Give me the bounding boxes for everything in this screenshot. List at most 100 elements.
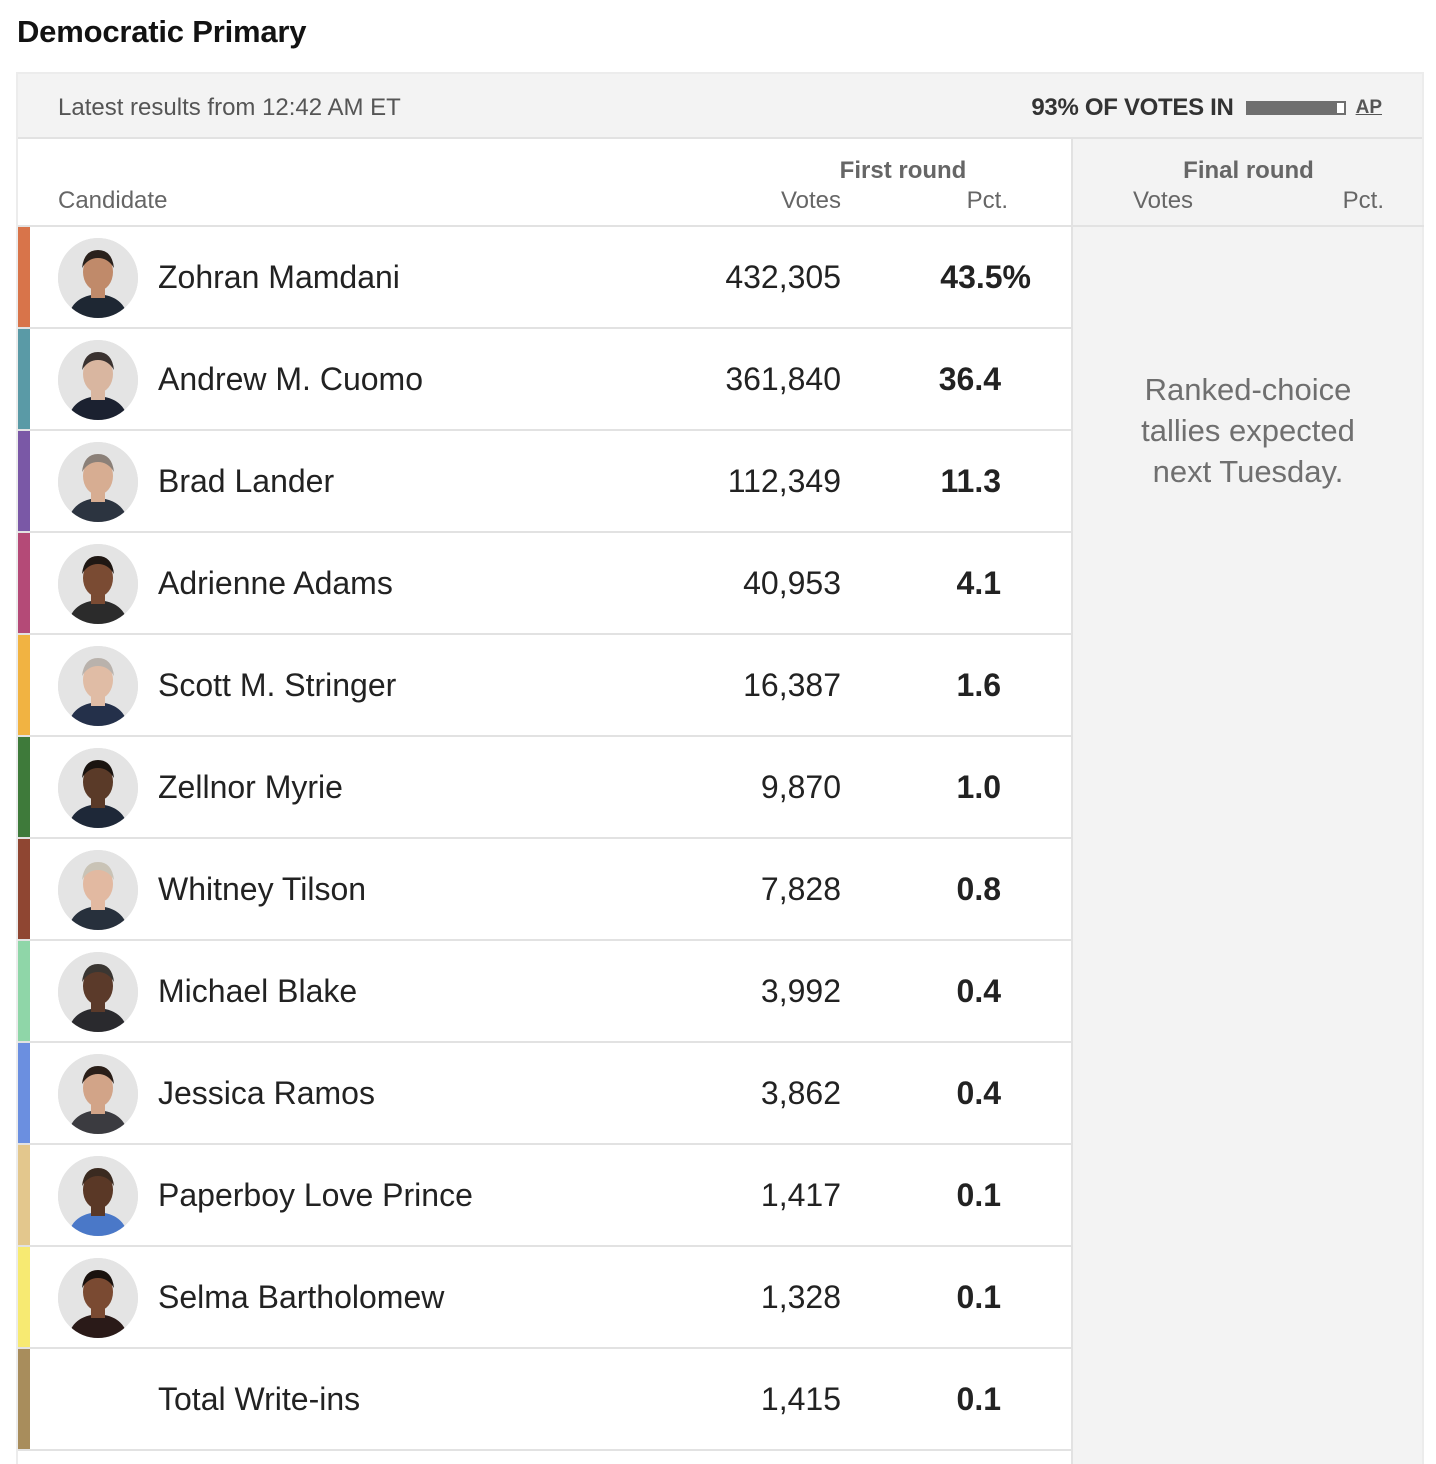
candidate-avatar [58,748,138,828]
table-header: Candidate First round Votes Pct. [18,139,1071,227]
final-round-pct-header: Pct. [1342,187,1384,214]
candidate-color-bar [18,737,30,837]
portrait-icon [58,952,138,1032]
candidate-avatar [58,1156,138,1236]
reporting-status: 93% OF VOTES IN AP [1031,94,1382,122]
results-table: Latest results from 12:42 AM ET 93% OF V… [16,72,1424,1464]
candidate-color-bar [18,431,30,531]
table-row: Jessica Ramos 3,862 0.4 [18,1043,1071,1145]
candidate-color-bar [18,839,30,939]
candidate-pct: 0.1 [956,1381,1001,1417]
candidate-color-bar [18,1043,30,1143]
portrait-icon [58,340,138,420]
table-row: Total Write-ins 1,415 0.1 [18,1349,1071,1451]
final-round-votes-header: Votes [1133,187,1194,214]
final-round-header: Final round [1183,157,1314,184]
table-row: Brad Lander 112,349 11.3 [18,431,1071,533]
ranked-choice-note: Ranked-choice tallies expected next Tues… [1141,372,1355,489]
table-row: Whitney Tilson 7,828 0.8 [18,839,1071,941]
candidate-votes: 1,415 [760,1381,841,1417]
candidate-votes: 361,840 [725,361,841,397]
candidate-column-header: Candidate [58,187,168,214]
candidate-color-bar [18,533,30,633]
portrait-icon [58,1156,138,1236]
portrait-icon [58,748,138,828]
candidate-avatar [58,340,138,420]
table-row: Selma Bartholomew 1,328 0.1 [18,1247,1071,1349]
candidate-color-bar [18,329,30,429]
candidate-avatar [58,442,138,522]
candidate-pct: 0.4 [956,1075,1001,1111]
candidate-votes: 40,953 [743,565,841,601]
results-status-bar: Latest results from 12:42 AM ET 93% OF V… [18,74,1422,139]
candidate-votes: 1,328 [760,1279,841,1315]
candidate-color-bar [18,941,30,1041]
table-row: Adrienne Adams 40,953 4.1 [18,533,1071,635]
candidate-votes: 3,992 [760,973,841,1009]
candidate-pct: 0.8 [956,871,1001,907]
last-updated-text: Latest results from 12:42 AM ET [58,94,401,121]
candidate-name: Total Write-ins [158,1381,361,1417]
first-round-header: First round [839,157,967,184]
candidate-votes: 9,870 [760,769,841,805]
final-round-header-block: Final round Votes Pct. [1073,139,1424,227]
first-round-pct-header: Pct. [966,187,1008,214]
final-round-panel: Final round Votes Pct. Ranked-choice tal… [1071,139,1424,1464]
candidate-name: Zellnor Myrie [158,769,343,805]
table-row: Zellnor Myrie 9,870 1.0 [18,737,1071,839]
portrait-icon [58,238,138,318]
portrait-icon [58,442,138,522]
votes-in-label: 93% OF VOTES IN [1031,94,1234,121]
portrait-icon [58,850,138,930]
candidate-pct: 4.1 [956,565,1001,601]
candidate-avatar [58,544,138,624]
candidate-pct: 0.1 [956,1279,1001,1315]
table-row: Andrew M. Cuomo 361,840 36.4 [18,329,1071,431]
candidate-color-bar [18,227,30,327]
candidate-votes: 1,417 [760,1177,841,1213]
candidate-color-bar [18,1145,30,1245]
candidate-color-bar [18,1349,30,1449]
table-row: Scott M. Stringer 16,387 1.6 [18,635,1071,737]
candidate-avatar [58,238,138,318]
candidate-votes: 16,387 [743,667,841,703]
portrait-icon [58,544,138,624]
ap-source-link[interactable]: AP [1355,97,1382,118]
candidate-avatar [58,646,138,726]
votes-in-progress-bar [1245,101,1346,115]
portrait-icon [58,1258,138,1338]
candidate-avatar [58,952,138,1032]
candidate-pct: 0.1 [956,1177,1001,1213]
candidate-pct: 11.3 [940,463,1001,499]
candidate-rows: Zohran Mamdani 432,305 43.5% Andrew M. Cuom… [18,227,1071,1451]
candidate-votes: 3,862 [760,1075,841,1111]
candidate-avatar [58,850,138,930]
candidate-name: Brad Lander [158,463,335,499]
candidate-pct: 0.4 [956,973,1001,1009]
portrait-icon [58,1054,138,1134]
portrait-icon [58,646,138,726]
candidate-color-bar [18,1247,30,1347]
candidate-color-bar [18,635,30,735]
table-row: Paperboy Love Prince 1,417 0.1 [18,1145,1071,1247]
candidate-name: Adrienne Adams [158,565,393,601]
candidate-name: Michael Blake [158,973,358,1009]
candidate-pct: 36.4 [938,361,1001,397]
candidate-pct: 1.0 [956,769,1001,805]
first-round-votes-header: Votes [780,187,841,214]
candidate-pct: 1.6 [956,667,1001,703]
candidate-name: Paperboy Love Prince [158,1177,473,1213]
candidate-votes: 112,349 [727,463,841,499]
page-title: Democratic Primary [17,14,307,49]
candidate-name: Whitney Tilson [158,871,367,907]
table-row: Michael Blake 3,992 0.4 [18,941,1071,1043]
table-row: Zohran Mamdani 432,305 43.5% [18,227,1071,329]
candidate-pct: 43.5% [940,259,1031,295]
candidate-name: Selma Bartholomew [158,1279,445,1315]
candidate-avatar [58,1258,138,1338]
candidate-name: Scott M. Stringer [158,667,397,703]
candidate-avatar [58,1054,138,1134]
candidate-name: Zohran Mamdani [158,259,400,295]
candidate-votes: 7,828 [760,871,841,907]
votes-in-progress-fill [1247,103,1337,113]
